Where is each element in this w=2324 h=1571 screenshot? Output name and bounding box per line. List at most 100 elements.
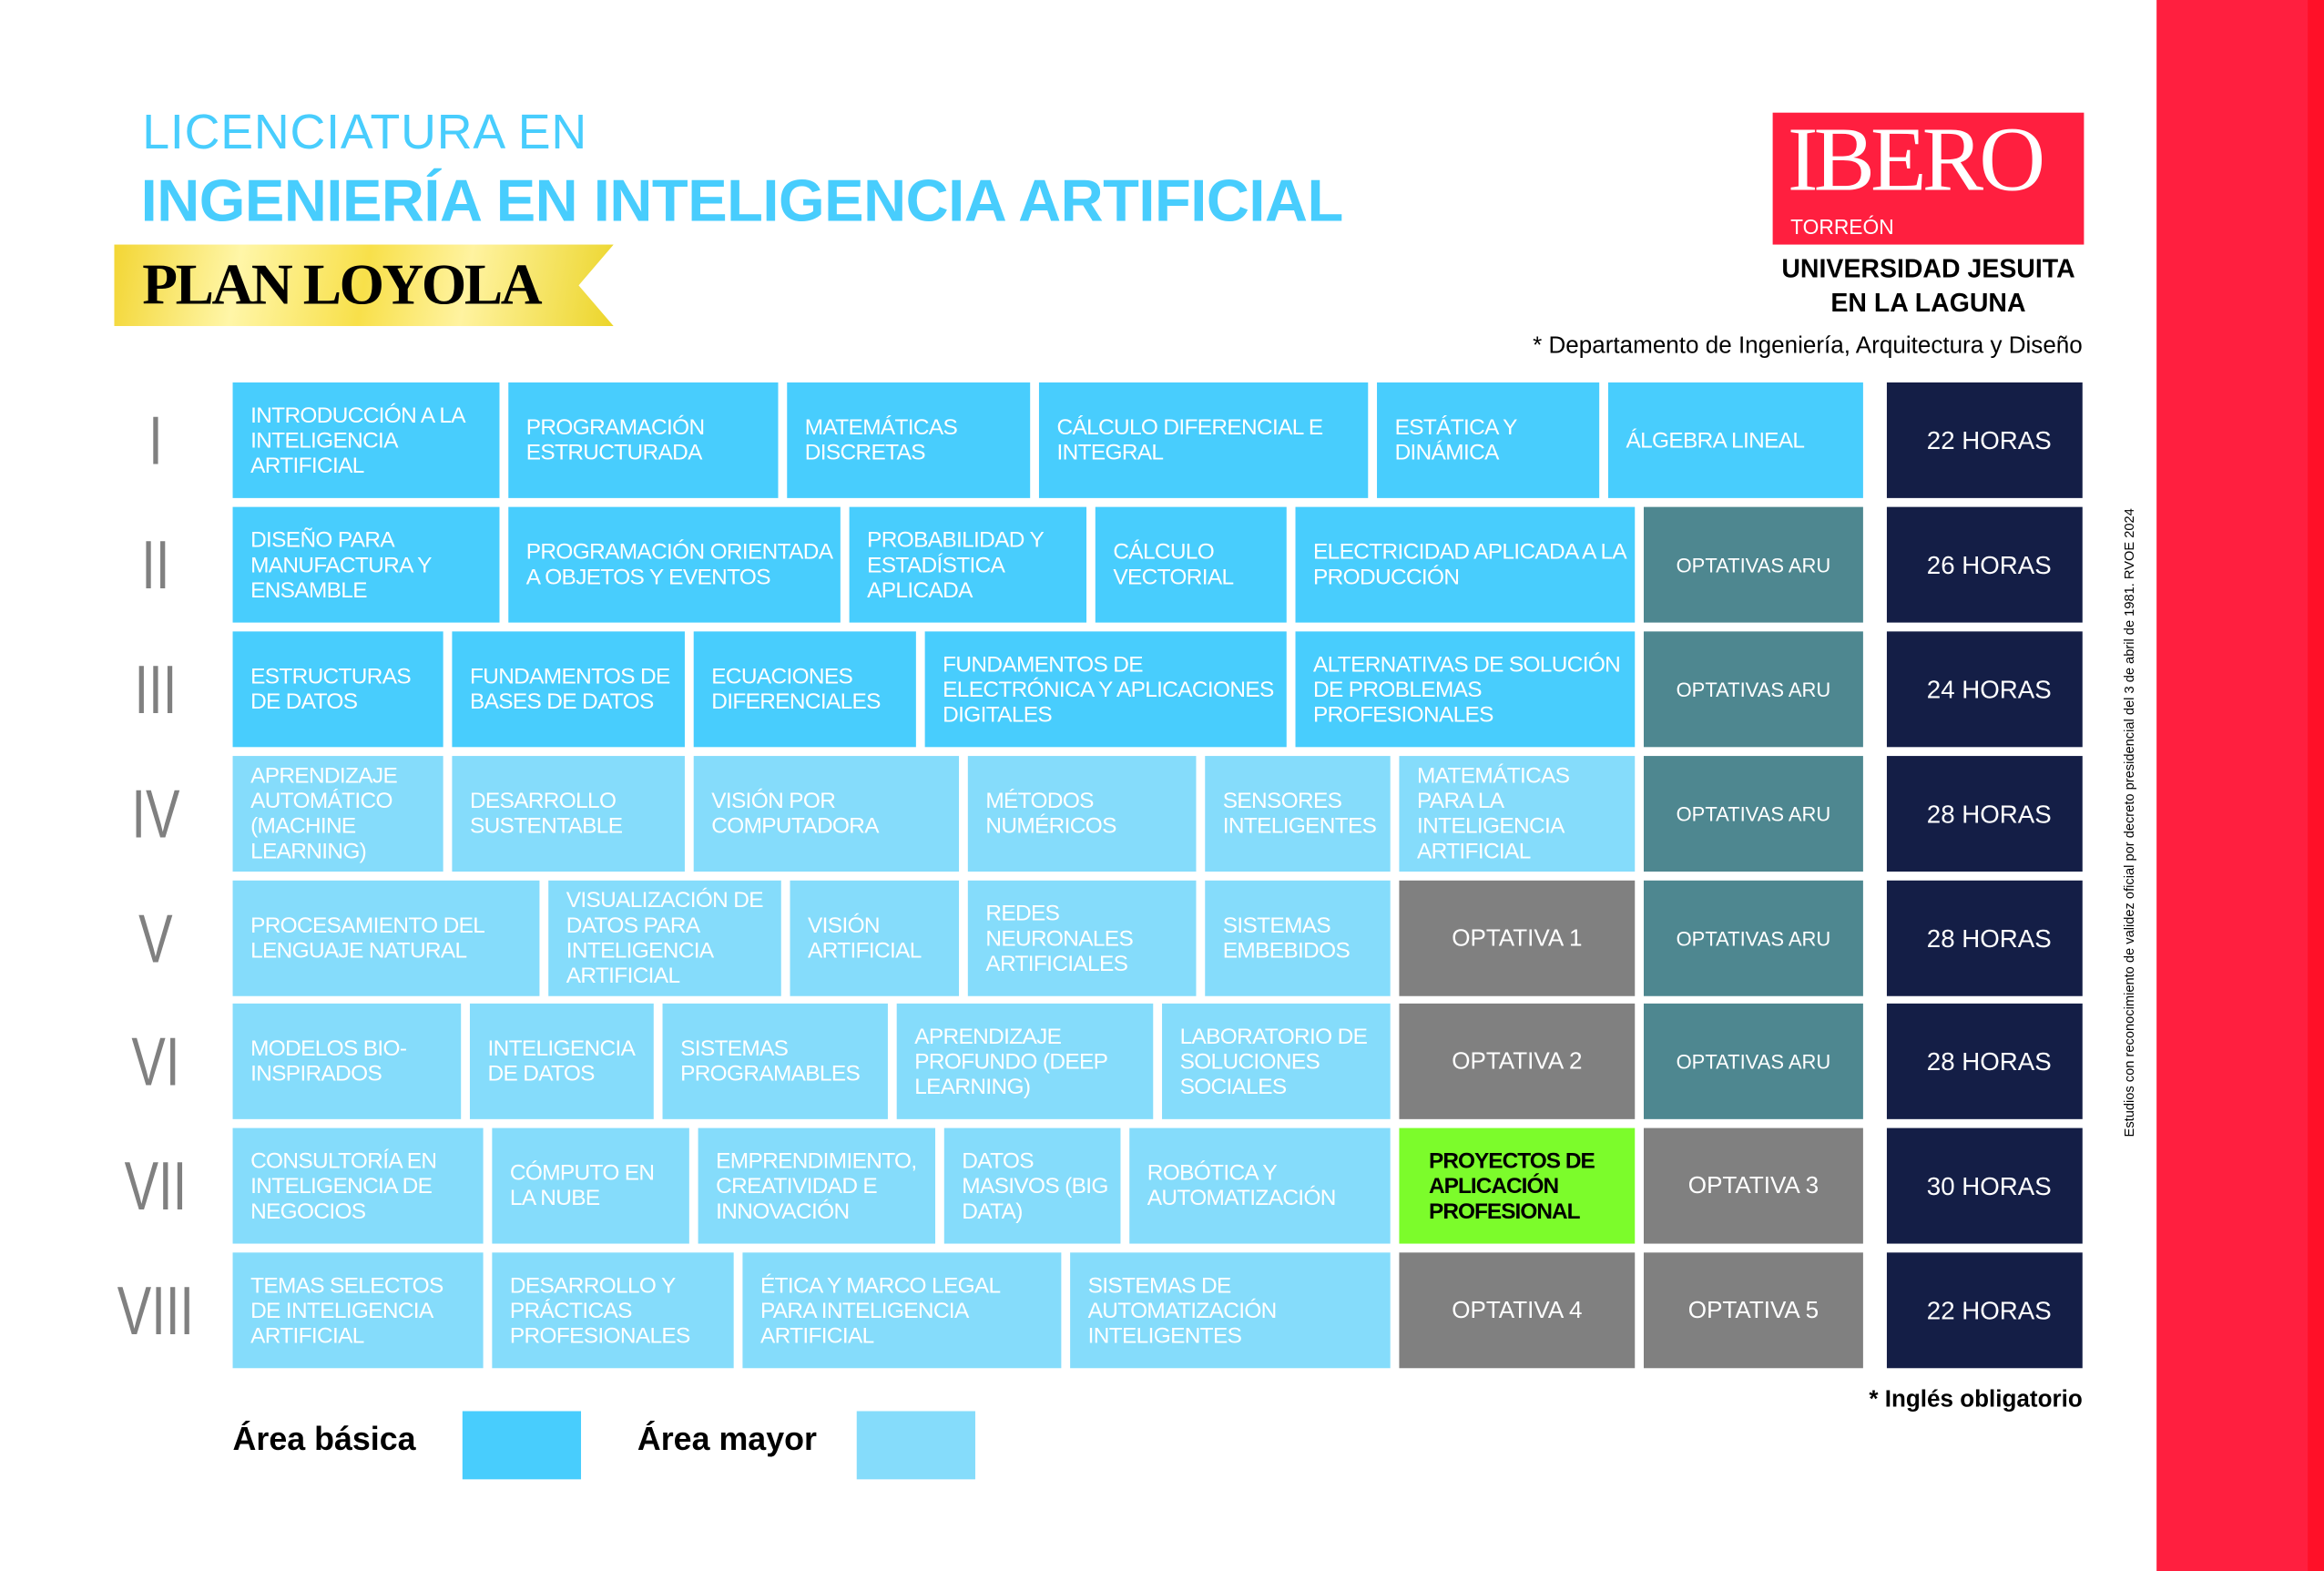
course-name: Aprendizaje Automático (Machine Learning… xyxy=(250,763,398,864)
course-cell: Cálculo Vectorial xyxy=(1095,506,1287,623)
optativa-cell: Optativa 4 xyxy=(1399,1252,1636,1369)
course-name: Álgebra Lineal xyxy=(1626,427,1805,454)
course-name: Visión por Computadora xyxy=(711,788,879,840)
course-cell: Programación Orientada a Objetos y Event… xyxy=(508,506,841,623)
course-cell: Visualización de Datos para Inteligencia… xyxy=(548,880,781,996)
red-side-band-edge xyxy=(2308,0,2324,1571)
course-name: Sistemas Programables xyxy=(680,1035,861,1087)
course-cell: Visión por Computadora xyxy=(693,756,960,872)
course-name: Probabilidad y Estadística Aplicada xyxy=(867,526,1044,603)
semester-hours: 28 HORAS xyxy=(1886,756,2083,872)
course-cell: Matemáticas Discretas xyxy=(787,382,1031,498)
course-name: Electricidad Aplicada a la Producción xyxy=(1313,539,1626,590)
degree-title: INGENIERÍA EN INTELIGENCIA ARTIFICIAL xyxy=(140,168,1344,235)
course-name: Ética y Marco Legal para Inteligencia Ar… xyxy=(759,1272,1000,1349)
course-cell: Datos Masivos (Big Data) xyxy=(943,1127,1121,1244)
course-cell: Desarrollo Sustentable xyxy=(452,756,685,872)
course-name: Optativas ARU xyxy=(1676,1050,1831,1073)
course-name: Optativas ARU xyxy=(1676,802,1831,825)
english-note: * Inglés obligatorio xyxy=(1869,1387,2083,1413)
optativa-cell: Optativa 2 xyxy=(1399,1003,1636,1119)
course-cell: Consultoría en Inteligencia de Negocios xyxy=(232,1127,484,1244)
course-name: Matemáticas Discretas xyxy=(804,414,958,466)
course-name: Optativas ARU xyxy=(1676,927,1831,950)
course-name: Robótica y Automatización xyxy=(1147,1160,1337,1211)
course-cell: Cómputo en la Nube xyxy=(492,1127,689,1244)
course-name: Ecuaciones Diferenciales xyxy=(711,664,881,715)
semester-hours: 22 HORAS xyxy=(1886,1252,2083,1369)
course-name: Optativa 2 xyxy=(1452,1048,1583,1075)
course-cell: Programación Estructurada xyxy=(508,382,779,498)
course-cell: Álgebra Lineal xyxy=(1607,382,1863,498)
course-name: Proyectos de Aplicación Profesional xyxy=(1429,1148,1595,1224)
course-name: Diseño para Manufactura y Ensamble xyxy=(250,526,432,603)
course-name: Introducción a la Inteligencia Artificia… xyxy=(250,402,464,478)
course-name: Emprendimiento, Creatividad e Innovación xyxy=(716,1148,917,1224)
logo-city: TORREÓN xyxy=(1790,215,1894,240)
course-cell: Fundamentos de Electrónica y Aplicacione… xyxy=(924,631,1287,748)
course-name: Fundamentos de Electrónica y Aplicacione… xyxy=(943,651,1274,728)
optativas-aru-cell: Optativas ARU xyxy=(1644,631,1863,748)
legend-basic-label: Área básica xyxy=(232,1420,416,1457)
department-note: * Departamento de Ingeniería, Arquitectu… xyxy=(1533,333,2083,359)
course-name: Modelos Bio-Inspirados xyxy=(250,1035,407,1087)
course-cell: Sistemas Programables xyxy=(662,1003,888,1119)
course-name: Cálculo Vectorial xyxy=(1113,539,1234,590)
course-cell: Inteligencia de Datos xyxy=(469,1003,654,1119)
course-name: Visión Artificial xyxy=(808,913,922,964)
course-cell: Probabilidad y Estadística Aplicada xyxy=(849,506,1087,623)
course-cell: Procesamiento del Lenguaje Natural xyxy=(232,880,540,996)
course-cell: Redes Neuronales Artificiales xyxy=(967,880,1197,996)
course-cell: Diseño para Manufactura y Ensamble xyxy=(232,506,500,623)
red-side-band xyxy=(2156,0,2324,1571)
course-name: Alternativas de Solución de Problemas Pr… xyxy=(1313,651,1621,728)
course-cell: Robótica y Automatización xyxy=(1129,1127,1391,1244)
course-cell: Métodos Numéricos xyxy=(967,756,1197,872)
logo-brand: IBERO xyxy=(1787,109,2045,211)
semester-hours: 28 HORAS xyxy=(1886,1003,2083,1119)
semester-hours: 28 HORAS xyxy=(1886,880,2083,996)
course-name: Desarrollo Sustentable xyxy=(469,788,623,840)
course-name: Laboratorio de Soluciones Sociales xyxy=(1179,1023,1368,1099)
course-cell: Ética y Marco Legal para Inteligencia Ar… xyxy=(742,1252,1062,1369)
legend-basic-swatch xyxy=(462,1411,582,1480)
semester-numeral: VII xyxy=(124,1147,188,1225)
optativas-aru-cell: Optativas ARU xyxy=(1644,506,1863,623)
semester-numeral: VI xyxy=(131,1023,180,1100)
ibero-logo: IBERO TORREÓN xyxy=(1772,109,2084,245)
course-name: Optativa 4 xyxy=(1452,1297,1583,1323)
course-name: Optativa 1 xyxy=(1452,925,1583,952)
course-cell: Sensores Inteligentes xyxy=(1205,756,1391,872)
course-cell: Emprendimiento, Creatividad e Innovación xyxy=(698,1127,936,1244)
course-cell: Modelos Bio-Inspirados xyxy=(232,1003,462,1119)
course-name: Optativas ARU xyxy=(1676,678,1831,701)
semester-numeral: V xyxy=(138,899,173,977)
semester-hours: 30 HORAS xyxy=(1886,1127,2083,1244)
course-cell: Aprendizaje Profundo (Deep Learning) xyxy=(896,1003,1154,1119)
course-name: Desarrollo y Prácticas Profesionales xyxy=(509,1272,690,1349)
course-cell: Laboratorio de Soluciones Sociales xyxy=(1162,1003,1391,1119)
course-name: Optativa 5 xyxy=(1687,1297,1819,1323)
course-name: Optativa 3 xyxy=(1687,1173,1819,1199)
course-cell: Estructuras de Datos xyxy=(232,631,443,748)
course-cell: Visión Artificial xyxy=(790,880,960,996)
legend-major-label: Área mayor xyxy=(637,1420,817,1457)
course-cell: Fundamentos de Bases de Datos xyxy=(452,631,685,748)
course-name: Sensores Inteligentes xyxy=(1222,788,1377,840)
course-name: Optativas ARU xyxy=(1676,553,1831,576)
course-name: Visualización de Datos para Inteligencia… xyxy=(566,887,764,989)
semester-hours: 26 HORAS xyxy=(1886,506,2083,623)
semester-numeral: I xyxy=(148,402,163,479)
course-cell: Temas Selectos de Inteligencia Artificia… xyxy=(232,1252,484,1369)
course-name: Métodos Numéricos xyxy=(985,788,1116,840)
course-cell: Matemáticas para la Inteligencia Artific… xyxy=(1399,756,1636,872)
plan-loyola-banner: PLAN LOYOLA xyxy=(114,244,614,327)
university-line-2: EN LA LAGUNA xyxy=(1830,287,2026,318)
course-name: Consultoría en Inteligencia de Negocios xyxy=(250,1148,437,1224)
optativa-cell: Optativa 3 xyxy=(1644,1127,1863,1244)
course-cell: Ecuaciones Diferenciales xyxy=(693,631,916,748)
semester-numeral: IV xyxy=(131,775,180,852)
university-line-1: UNIVERSIDAD JESUITA xyxy=(1781,253,2075,283)
course-cell: Proyectos de Aplicación Profesional xyxy=(1399,1127,1636,1244)
